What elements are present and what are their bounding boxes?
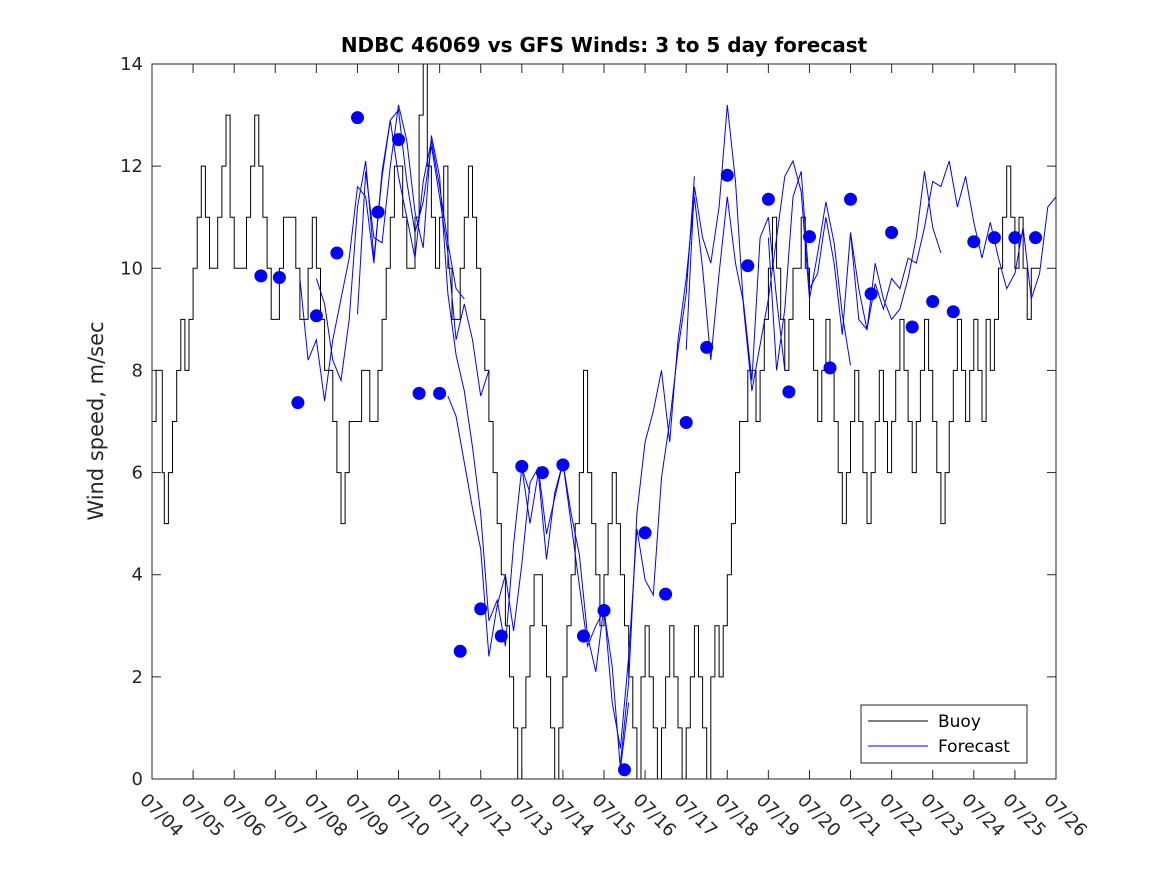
buoy-series-line	[152, 63, 1040, 780]
legend-forecast-label: Forecast	[938, 737, 1010, 757]
legend: Buoy Forecast	[860, 704, 1028, 764]
forecast-run-line-3	[357, 104, 531, 647]
y-tick-label: 4	[132, 565, 143, 586]
forecast-marker	[330, 246, 344, 260]
forecast-marker	[254, 269, 268, 283]
forecast-marker	[967, 235, 981, 249]
forecast-marker	[844, 192, 857, 206]
forecast-marker	[1029, 231, 1042, 245]
forecast-marker	[905, 320, 919, 334]
y-tick-label: 10	[120, 258, 143, 279]
forecast-marker	[761, 192, 775, 206]
forecast-marker	[885, 226, 899, 239]
forecast-marker	[782, 385, 796, 399]
forecast-marker	[494, 629, 508, 643]
forecast-marker	[679, 416, 693, 429]
y-tick-label: 14	[120, 54, 143, 75]
forecast-marker	[823, 361, 837, 375]
forecast-run-line-2	[315, 108, 490, 397]
forecast-marker	[803, 230, 816, 244]
forecast-marker	[618, 763, 631, 777]
legend-buoy-label: Buoy	[938, 712, 981, 732]
y-tick-label: 12	[120, 156, 143, 177]
legend-box	[860, 704, 1028, 764]
y-tick-label: 8	[132, 360, 143, 381]
forecast-marker	[659, 587, 673, 601]
forecast-marker	[926, 295, 940, 308]
forecast-marker	[638, 526, 652, 540]
forecast-marker	[515, 459, 529, 473]
forecast-marker	[309, 309, 323, 323]
y-axis-label: Wind speed, m/sec	[84, 321, 108, 520]
forecast-marker	[535, 466, 549, 480]
y-axis-ticks: 0 2 4 6 8 10 12 14	[120, 54, 1056, 790]
chart-title: NDBC 46069 vs GFS Winds: 3 to 5 day fore…	[341, 33, 868, 57]
y-tick-label: 6	[132, 463, 143, 484]
forecast-marker	[371, 205, 385, 219]
forecast-marker	[1008, 231, 1022, 245]
forecast-marker	[351, 111, 364, 125]
forecast-marker	[577, 629, 590, 643]
forecast-run-line-4	[447, 395, 630, 769]
forecast-run-line-9	[850, 160, 1057, 331]
forecast-marker	[720, 168, 734, 182]
forecast-marker	[453, 644, 467, 658]
forecast-run-line-1	[299, 120, 465, 402]
forecast-run-line-8	[767, 171, 942, 371]
forecast-marker	[474, 602, 488, 616]
forecast-marker	[556, 458, 570, 472]
y-tick-label: 2	[132, 667, 143, 688]
forecast-marker	[433, 386, 447, 400]
plot-content	[152, 63, 1057, 780]
forecast-marker	[987, 231, 1001, 245]
forecast-marker	[392, 133, 405, 147]
forecast-marker	[741, 259, 755, 273]
forecast-marker	[272, 271, 286, 284]
forecast-marker	[597, 604, 611, 617]
forecast-marker	[864, 287, 878, 301]
forecast-run-line-7	[685, 104, 851, 391]
forecast-marker	[412, 386, 426, 400]
forecast-marker	[946, 305, 960, 319]
forecast-marker	[291, 396, 305, 410]
forecast-marker	[700, 340, 714, 354]
forecast-run-line-5	[521, 176, 695, 749]
y-tick-label: 0	[132, 769, 143, 790]
forecast-run-line-6	[619, 196, 786, 764]
